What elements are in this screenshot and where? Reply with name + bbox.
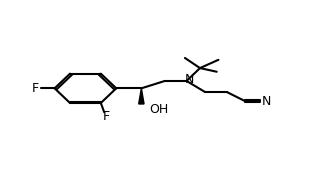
Text: N: N xyxy=(185,73,194,86)
Text: F: F xyxy=(102,110,110,123)
Text: N: N xyxy=(262,95,271,108)
Polygon shape xyxy=(139,88,144,104)
Text: F: F xyxy=(31,82,39,95)
Text: OH: OH xyxy=(150,103,169,116)
